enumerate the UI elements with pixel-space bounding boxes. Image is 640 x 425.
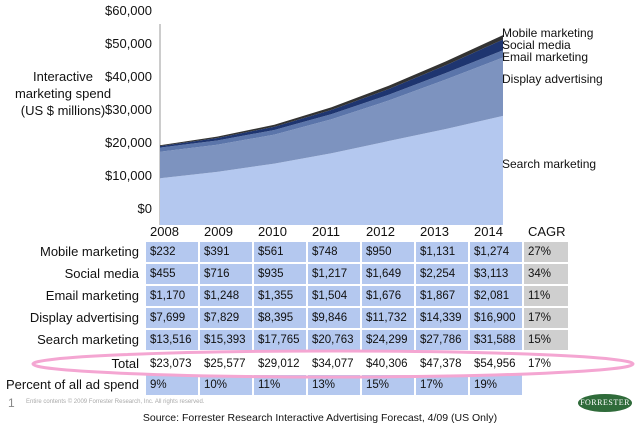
- series-label: Email marketing: [502, 50, 589, 64]
- table-cell: $17,765: [254, 330, 306, 350]
- table-cell: $1,867: [416, 286, 468, 306]
- percent-cell: 15%: [362, 375, 414, 395]
- row-label: Email marketing: [45, 288, 139, 303]
- copyright: Entire contents © 2009 Forrester Researc…: [26, 399, 205, 405]
- x-tick-label: 2008: [150, 224, 179, 239]
- table-cell: $7,829: [200, 308, 252, 328]
- percent-label: Percent of all ad spend: [6, 377, 139, 392]
- y-tick-label: $60,000: [105, 3, 152, 18]
- area-display-advertising: [160, 57, 503, 179]
- total-cell: $29,012: [258, 358, 300, 370]
- table-cell: $16,900: [470, 308, 522, 328]
- x-tick-label: 2010: [258, 224, 287, 239]
- cagr-cell: 34%: [524, 264, 568, 284]
- table-cell: $1,248: [200, 286, 252, 306]
- total-cagr: 17%: [528, 358, 552, 370]
- area-search-marketing: [160, 115, 503, 225]
- y-tick-label: $10,000: [105, 168, 152, 183]
- table-cell: $232: [146, 242, 198, 262]
- y-tick-label: $30,000: [105, 102, 152, 117]
- table-cell: $2,254: [416, 264, 468, 284]
- row-label: Display advertising: [29, 310, 139, 325]
- source-note: Source: Forrester Research Interactive A…: [142, 412, 498, 424]
- total-cell: $47,378: [420, 358, 462, 370]
- y-tick-label: $40,000: [105, 69, 152, 84]
- y-tick-label: $50,000: [105, 36, 152, 51]
- percent-cell: 17%: [416, 375, 468, 395]
- table-cell: $1,274: [470, 242, 522, 262]
- table-cell: $1,504: [308, 286, 360, 306]
- table-cell: $13,516: [146, 330, 198, 350]
- table-cell: $1,649: [362, 264, 414, 284]
- percent-cell: 19%: [470, 375, 522, 395]
- total-cell: $34,077: [312, 358, 354, 370]
- total-cell: $25,577: [204, 358, 246, 370]
- percent-cell: 11%: [254, 375, 306, 395]
- table-cell: $27,786: [416, 330, 468, 350]
- cagr-header: CAGR: [528, 224, 566, 239]
- table-cell: $391: [200, 242, 252, 262]
- table-cell: $1,131: [416, 242, 468, 262]
- x-tick-label: 2014: [474, 224, 503, 239]
- forrester-logo: FORRESTER: [578, 394, 632, 412]
- cagr-cell: 17%: [524, 308, 568, 328]
- table-cell: $935: [254, 264, 306, 284]
- table-cell: $1,355: [254, 286, 306, 306]
- table-cell: $2,081: [470, 286, 522, 306]
- total-cell: $40,306: [366, 358, 408, 370]
- table-cell: $455: [146, 264, 198, 284]
- table-cell: $11,732: [362, 308, 414, 328]
- x-tick-label: 2012: [366, 224, 395, 239]
- cagr-cell: 11%: [524, 286, 568, 306]
- total-highlight-ellipse: [31, 349, 635, 379]
- table-cell: $31,588: [470, 330, 522, 350]
- row-label: Social media: [64, 266, 139, 281]
- table-cell: $7,699: [146, 308, 198, 328]
- table-cell: $14,339: [416, 308, 468, 328]
- table-cell: $8,395: [254, 308, 306, 328]
- series-label: Display advertising: [502, 72, 603, 86]
- percent-cell: 9%: [146, 375, 198, 395]
- page-number: 1: [8, 396, 15, 410]
- table-cell: $15,393: [200, 330, 252, 350]
- series-label: Social media: [502, 38, 571, 52]
- table-cell: $1,676: [362, 286, 414, 306]
- row-label: Mobile marketing: [40, 244, 139, 259]
- table-cell: $950: [362, 242, 414, 262]
- area-chart: [159, 24, 503, 225]
- series-label: Search marketing: [502, 157, 597, 171]
- table-cell: $9,846: [308, 308, 360, 328]
- x-tick-label: 2013: [420, 224, 449, 239]
- y-axis-title: Interactive marketing spend (US $ millio…: [14, 69, 112, 118]
- percent-cell: 13%: [308, 375, 360, 395]
- table-cell: $3,113: [470, 264, 522, 284]
- x-tick-label: 2009: [204, 224, 233, 239]
- table-cell: $1,217: [308, 264, 360, 284]
- table-cell: $716: [200, 264, 252, 284]
- total-cell: $54,956: [474, 358, 516, 370]
- y-tick-label: $20,000: [105, 135, 152, 150]
- x-tick-label: 2011: [312, 224, 340, 239]
- cagr-cell: 15%: [524, 330, 568, 350]
- table-cell: $561: [254, 242, 306, 262]
- table-cell: $1,170: [146, 286, 198, 306]
- total-label: Total: [111, 356, 139, 371]
- cagr-cell: 27%: [524, 242, 568, 262]
- table-cell: $24,299: [362, 330, 414, 350]
- row-label: Search marketing: [37, 332, 139, 347]
- percent-cell: 10%: [200, 375, 252, 395]
- series-label: Mobile marketing: [502, 26, 594, 40]
- table-cell: $20,763: [308, 330, 360, 350]
- table-cell: $748: [308, 242, 360, 262]
- y-tick-label: $0: [137, 201, 152, 216]
- total-cell: $23,073: [150, 358, 192, 370]
